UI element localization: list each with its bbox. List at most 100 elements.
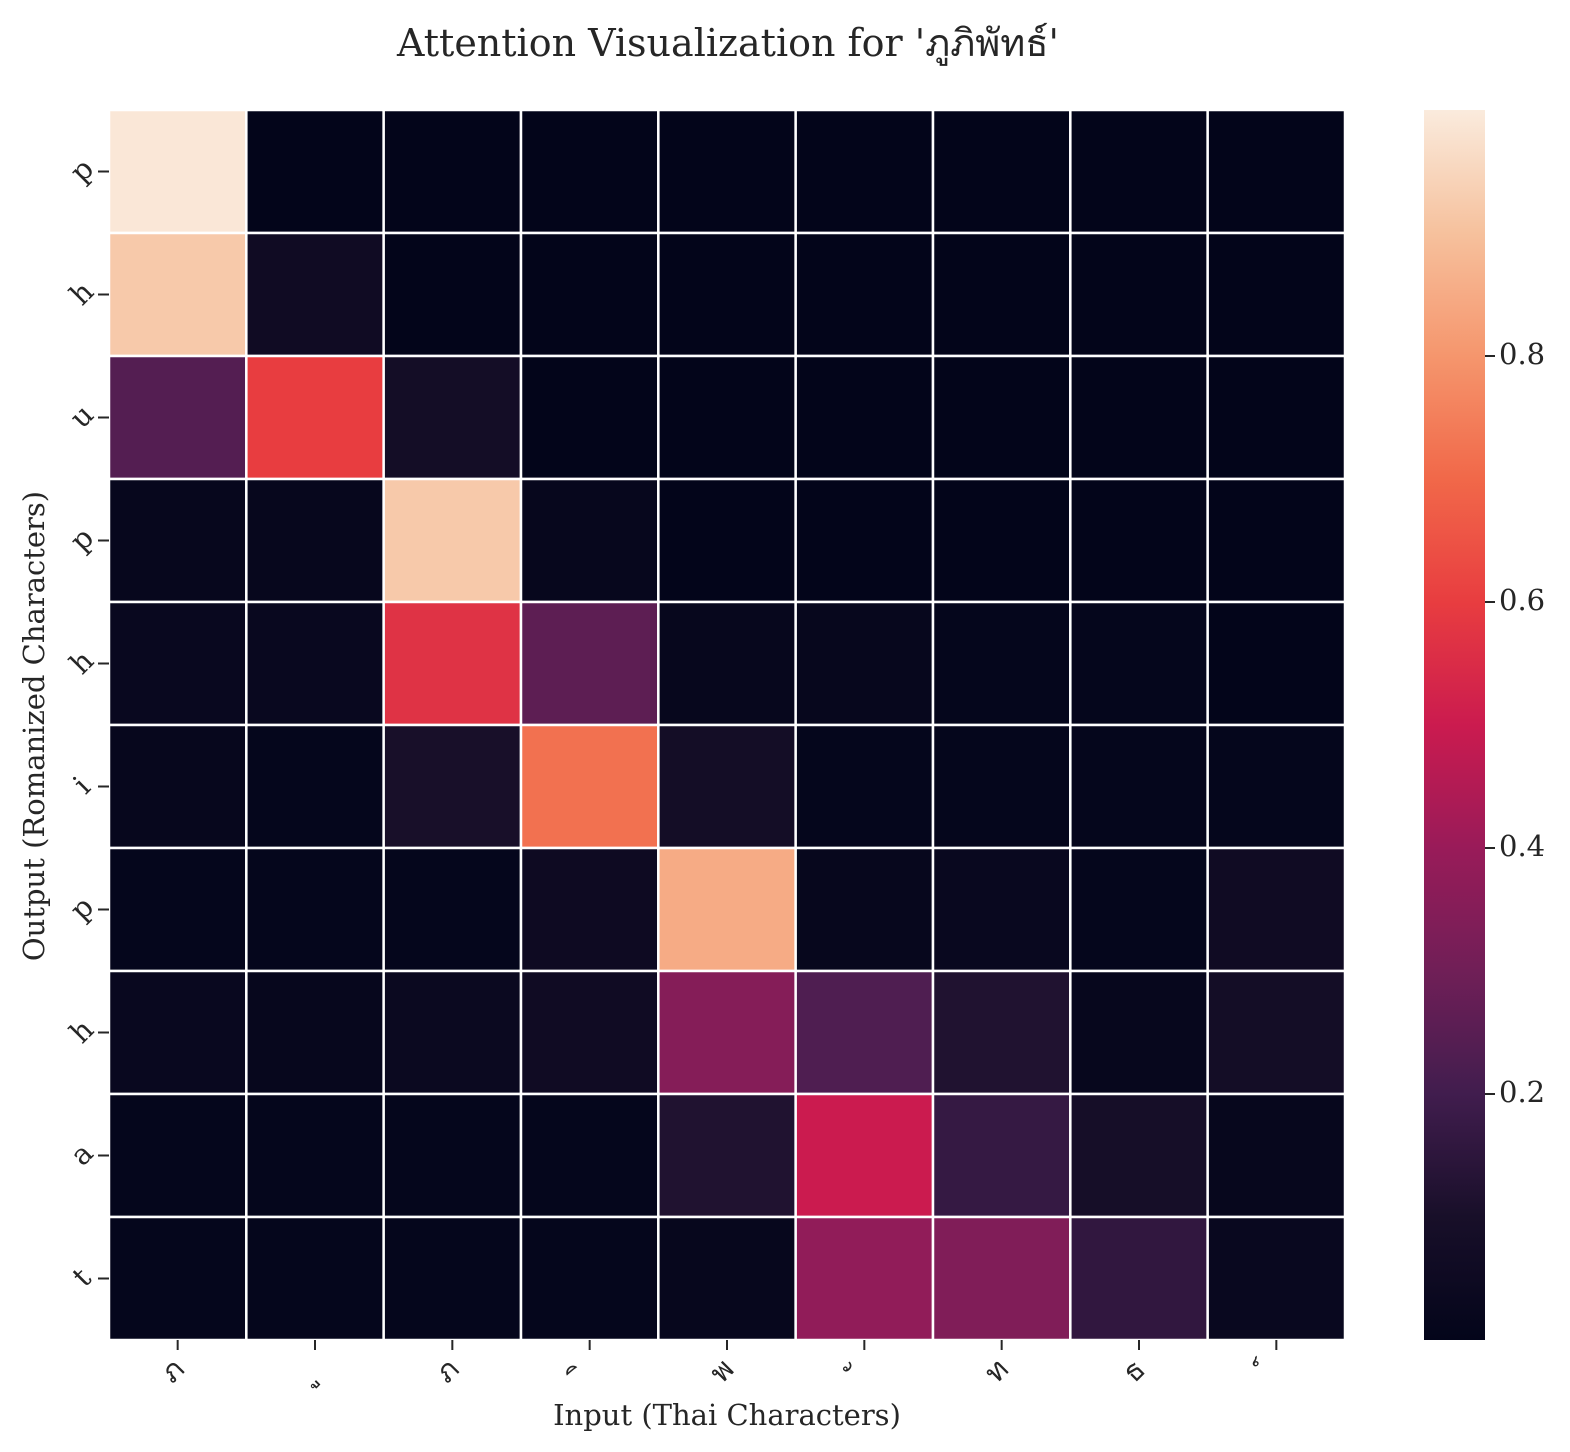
heatmap-cell-r7-c6 [931,969,1072,1096]
heatmap-cell-r1-c8 [1206,231,1347,358]
heatmap-cell-r9-c7 [1069,1215,1209,1342]
heatmap-cell-r5-c3 [519,723,660,850]
x-tick-label-1: ู [310,1380,321,1391]
heatmap-cell-r0-c0 [107,108,248,235]
heatmap-cell-r0-c2 [382,108,523,235]
heatmap-cell-r7-c2 [382,969,523,1096]
heatmap-cell-r1-c7 [1069,231,1209,358]
heatmap-cell-r8-c3 [519,1092,660,1219]
heatmap-cell-r3-c3 [519,477,660,604]
heatmap-cell-r8-c5 [794,1092,935,1219]
x-axis-label: Input (Thai Characters) [553,1398,901,1432]
colorbar-tick-label-3: 0.8 [1499,337,1545,371]
heatmap-cell-r3-c1 [245,477,385,604]
y-tick-label-9: t [65,1261,98,1294]
heatmap-cell-r4-c7 [1069,600,1209,727]
heatmap-cells [107,108,1347,1342]
heatmap-cell-r8-c4 [657,1092,797,1219]
x-tick-label-4: พ [703,1352,741,1390]
heatmap-cell-r6-c8 [1206,846,1347,973]
heatmap-cell-r6-c7 [1069,846,1209,973]
y-axis-ticks: p h u p h i p h a t [63,151,109,1293]
heatmap-cell-r3-c7 [1069,477,1209,604]
heatmap-cell-r0-c4 [657,108,797,235]
x-tick-label-8: ์ [1250,1355,1263,1368]
x-axis-ticks: ภู ภิ พั ท ธ์ [153,1340,1278,1391]
heatmap-cell-r2-c5 [794,354,935,481]
heatmap-cell-r1-c5 [794,231,935,358]
x-tick-label-0: ภ [153,1352,191,1390]
heatmap-cell-r7-c4 [657,969,797,1096]
heatmap-cell-r3-c4 [657,477,797,604]
y-tick-label-1: h [63,274,100,311]
heatmap-cell-r5-c2 [382,723,523,850]
heatmap-cell-r0-c3 [519,108,660,235]
heatmap-cell-r6-c3 [519,846,660,973]
heatmap-cell-r1-c1 [245,231,385,358]
heatmap-cell-r5-c8 [1206,723,1347,850]
heatmap-cell-r5-c7 [1069,723,1209,850]
heatmap-cell-r4-c5 [794,600,935,727]
heatmap-cell-r7-c0 [107,969,248,1096]
heatmap-cell-r2-c1 [245,354,385,481]
heatmap-cell-r6-c2 [382,846,523,973]
heatmap-cell-r0-c7 [1069,108,1209,235]
heatmap-cell-r5-c4 [657,723,797,850]
heatmap-cell-r4-c4 [657,600,797,727]
heatmap-cell-r7-c5 [794,969,935,1096]
heatmap-cell-r5-c6 [931,723,1072,850]
heatmap-cell-r9-c3 [519,1215,660,1342]
heatmap-cell-r9-c8 [1206,1215,1347,1342]
heatmap-cell-r0-c8 [1206,108,1347,235]
heatmap-cell-r2-c4 [657,354,797,481]
heatmap-cell-r1-c3 [519,231,660,358]
heatmap-cell-r4-c6 [931,600,1072,727]
heatmap-cell-r2-c8 [1206,354,1347,481]
heatmap-cell-r7-c3 [519,969,660,1096]
heatmap-cell-r6-c0 [107,846,248,973]
x-tick-label-5: ั [841,1361,854,1374]
heatmap-cell-r7-c8 [1206,969,1347,1096]
heatmap-cell-r2-c2 [382,354,523,481]
x-tick-label-7: ธ [1115,1352,1152,1389]
heatmap-cell-r2-c3 [519,354,660,481]
heatmap-cell-r4-c2 [382,600,523,727]
y-tick-label-6: p [63,889,100,926]
y-tick-label-2: u [63,397,100,434]
y-tick-label-8: a [63,1136,99,1172]
heatmap-cell-r7-c7 [1069,969,1209,1096]
heatmap-cell-r1-c6 [931,231,1072,358]
heatmap-cell-r0-c5 [794,108,935,235]
heatmap-cell-r8-c6 [931,1092,1072,1219]
heatmap-cell-r3-c6 [931,477,1072,604]
colorbar: 0.2 0.4 0.6 0.8 [1424,110,1545,1340]
y-axis-label: Output (Romanized Characters) [17,491,51,961]
y-tick-label-0: p [63,151,100,188]
x-tick-label-6: ท [977,1352,1015,1390]
heatmap-cell-r6-c4 [657,846,797,973]
heatmap-cell-r9-c5 [794,1215,935,1342]
heatmap-cell-r2-c0 [107,354,248,481]
colorbar-gradient-bar [1424,110,1485,1340]
heatmap-cell-r3-c0 [107,477,248,604]
y-tick-label-3: p [63,520,100,557]
heatmap-cell-r1-c0 [107,231,248,358]
heatmap-cell-r9-c2 [382,1215,523,1342]
colorbar-tick-label-1: 0.4 [1499,829,1545,863]
heatmap-cell-r8-c1 [245,1092,385,1219]
heatmap-cell-r0-c6 [931,108,1072,235]
heatmap-cell-r8-c0 [107,1092,248,1219]
heatmap-cell-r4-c1 [245,600,385,727]
colorbar-tick-label-0: 0.2 [1499,1075,1545,1109]
heatmap-cell-r3-c8 [1206,477,1347,604]
x-tick-label-3: ิ [564,1363,578,1377]
heatmap-cell-r8-c2 [382,1092,523,1219]
y-tick-label-4: h [63,643,100,680]
heatmap-cell-r8-c7 [1069,1092,1209,1219]
chart-title: Attention Visualization for 'ภูภิพัทธ์' [396,21,1059,66]
heatmap-cell-r3-c5 [794,477,935,604]
heatmap-cell-r2-c6 [931,354,1072,481]
heatmap-cell-r9-c4 [657,1215,797,1342]
colorbar-tick-label-2: 0.6 [1499,583,1545,617]
